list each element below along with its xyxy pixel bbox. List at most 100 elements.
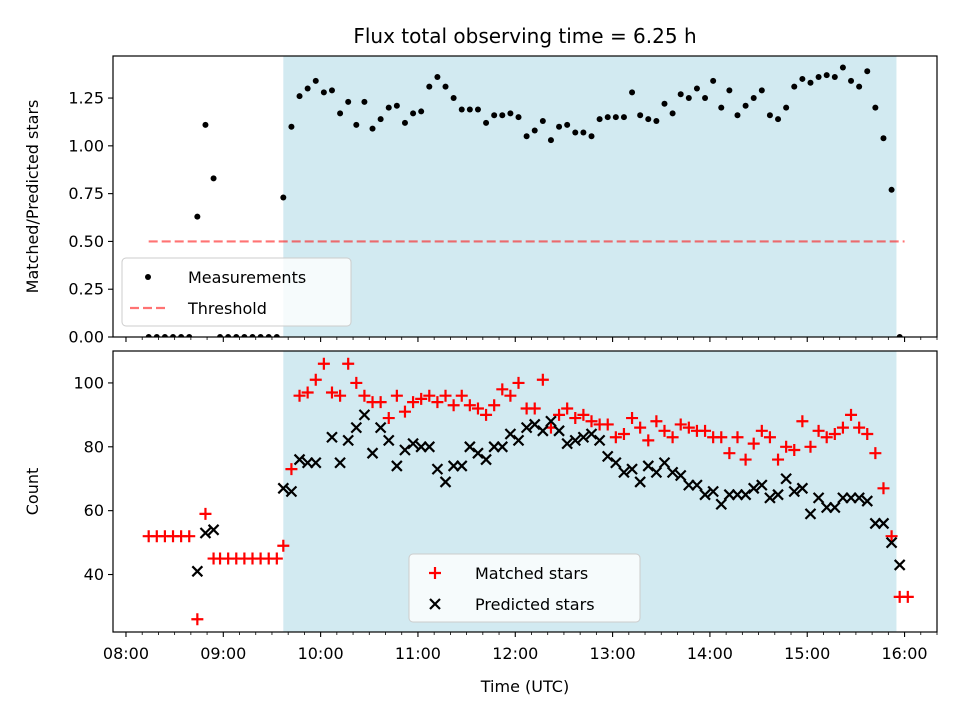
measurement-point: [556, 123, 563, 130]
predicted-star-point: [512, 434, 525, 447]
matched-star-point: [325, 386, 338, 399]
measurement-point: [186, 334, 193, 337]
predicted-star-point: [780, 472, 792, 485]
matched-star-point: [374, 396, 387, 409]
measurement-point: [273, 334, 280, 337]
matched-star-point: [601, 418, 614, 431]
predicted-star-point: [877, 517, 890, 530]
measurement-point: [418, 108, 425, 115]
predicted-star-point: [199, 527, 212, 539]
measurement-point: [531, 127, 538, 134]
measurement-point: [799, 75, 806, 82]
predicted-star-point: [537, 425, 549, 437]
matched-star-point: [828, 428, 841, 441]
matched-star-point: [642, 434, 655, 447]
measurement-point: [629, 89, 636, 96]
measurement-point: [856, 83, 863, 90]
x-tick-label: 09:00: [200, 644, 246, 663]
matched-star-point: [869, 447, 882, 460]
matched-star-point: [407, 396, 420, 409]
measurement-point: [718, 104, 725, 111]
data-layer: [142, 357, 914, 626]
measurement-point: [539, 117, 546, 124]
measurement-point: [161, 334, 168, 337]
measurement-point: [353, 121, 360, 128]
predicted-star-point: [577, 431, 590, 443]
matched-star-point: [191, 613, 204, 626]
predicted-star-point: [464, 441, 476, 453]
y-tick-label: 0.25: [68, 280, 104, 299]
matched-star-point: [309, 373, 322, 386]
matched-star-point: [301, 386, 314, 399]
predicted-star-point: [191, 565, 204, 578]
measurement-point: [145, 334, 152, 337]
measurement-point: [815, 74, 822, 81]
legend-label: Threshold: [187, 299, 267, 318]
measurement-point: [864, 68, 871, 75]
predicted-star-point: [618, 466, 630, 479]
matched-star-point: [536, 373, 549, 386]
predicted-star-point: [293, 453, 306, 466]
measurement-point: [385, 104, 392, 111]
measurement-point: [604, 114, 611, 121]
predicted-star-point: [455, 460, 468, 472]
measurement-point: [361, 98, 368, 105]
predicted-star-point: [439, 476, 452, 488]
measurement-point: [280, 194, 287, 201]
matched-star-point: [609, 431, 622, 444]
predicted-star-point: [707, 485, 719, 498]
predicted-star-point: [699, 488, 711, 501]
matched-star-point: [845, 408, 858, 421]
measurement-point: [766, 112, 773, 119]
matched-star-point: [747, 437, 760, 450]
predicted-star-point: [472, 447, 484, 459]
y-tick-label: 0.50: [68, 232, 104, 251]
measurement-point: [507, 110, 514, 117]
matched-star-point: [277, 539, 290, 552]
measurement-point: [466, 106, 473, 113]
matched-star-point: [382, 412, 395, 425]
matched-star-point: [350, 376, 363, 389]
legend-label: Matched stars: [475, 564, 588, 583]
matched-star-point: [788, 443, 801, 456]
matched-star-point: [812, 424, 825, 437]
predicted-star-point: [277, 482, 290, 495]
measurement-point: [194, 213, 201, 220]
measurement-point: [369, 125, 376, 132]
matched-star-point: [877, 482, 890, 495]
predicted-star-point: [431, 463, 444, 475]
x-tick-label: 10:00: [298, 644, 344, 663]
matched-star-point: [585, 415, 598, 428]
predicted-star-point: [496, 441, 509, 453]
measurement-point: [791, 83, 798, 90]
measurement-point: [653, 117, 660, 124]
predicted-star-point: [601, 450, 614, 463]
data-layer: [145, 64, 903, 337]
matched-star-point: [853, 421, 866, 434]
y-tick-label: 40: [84, 565, 104, 584]
predicted-star-point: [520, 421, 533, 434]
matched-star-point: [617, 428, 630, 441]
matched-star-point: [480, 408, 493, 421]
measurement-point: [742, 102, 749, 109]
predicted-star-point: [772, 488, 784, 501]
measurement-point: [758, 87, 765, 94]
predicted-star-point: [691, 479, 703, 491]
legend-matched-marker: [429, 567, 441, 579]
measurement-point: [572, 129, 579, 136]
predicted-star-point: [358, 409, 371, 421]
predicted-star-point: [893, 559, 906, 571]
matched-star-point: [358, 389, 371, 402]
y-tick-label: 1.25: [68, 89, 104, 108]
y-axis-label: Count: [23, 468, 42, 516]
matched-star-point: [666, 431, 679, 444]
predicted-star-point: [764, 492, 776, 504]
measurement-point: [178, 334, 185, 337]
predicted-star-point: [626, 463, 638, 475]
predicted-star-point: [309, 456, 322, 469]
matched-star-point: [488, 399, 501, 412]
matched-star-point: [699, 424, 712, 437]
legend-box: [408, 553, 641, 623]
y-tick-label: 80: [84, 437, 104, 456]
predicted-star-point: [885, 536, 898, 549]
